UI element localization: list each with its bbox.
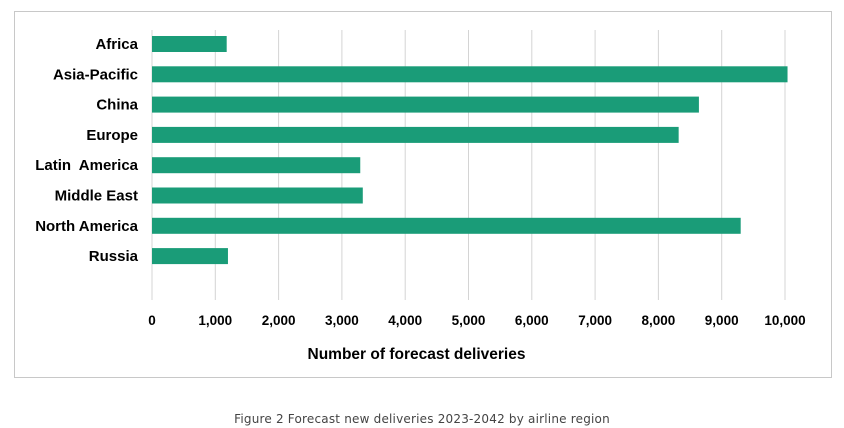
- x-tick-label: 7,000: [578, 313, 612, 328]
- bars: [152, 36, 788, 265]
- category-label: Africa: [95, 36, 138, 53]
- category-label: China: [96, 97, 138, 114]
- category-label: Russia: [89, 248, 139, 265]
- x-tick-label: 3,000: [325, 313, 359, 328]
- bar-russia: [152, 248, 228, 265]
- category-label: Middle East: [55, 188, 138, 205]
- figure-caption: Figure 2 Forecast new deliveries 2023-20…: [234, 412, 610, 426]
- bar-middle-east: [152, 187, 363, 204]
- category-label: Latin America: [35, 157, 138, 174]
- bar-europe: [152, 126, 679, 143]
- category-label: Asia-Pacific: [53, 66, 138, 83]
- x-tick-label: 9,000: [705, 313, 739, 328]
- bar-asia-pacific: [152, 66, 788, 83]
- x-tick-labels: 0 1,000 2,000 3,000 4,000 5,000 6,000 7,000 8,00…: [148, 313, 805, 328]
- category-label: Europe: [86, 127, 138, 144]
- x-tick-label: 8,000: [642, 313, 676, 328]
- bar-africa: [152, 36, 227, 52]
- x-axis-title: Number of forecast deliveries: [308, 346, 526, 363]
- x-tick-label: 6,000: [515, 313, 549, 328]
- bar-latin-america: [152, 157, 361, 174]
- x-tick-label: 0: [148, 313, 156, 328]
- x-tick-label: 1,000: [198, 313, 232, 328]
- x-tick-label: 2,000: [262, 313, 296, 328]
- x-tick-label: 5,000: [452, 313, 486, 328]
- category-labels: Africa Asia-Pacific China Europe Latin Ameri…: [35, 36, 138, 265]
- x-tick-label: 10,000: [764, 313, 805, 328]
- bar-north-america: [152, 217, 741, 234]
- x-tick-label: 4,000: [388, 313, 422, 328]
- forecast-deliveries-bar-chart: Africa Asia-Pacific China Europe Latin Ameri…: [35, 30, 806, 363]
- bar-china: [152, 96, 699, 113]
- category-label: North America: [35, 218, 138, 235]
